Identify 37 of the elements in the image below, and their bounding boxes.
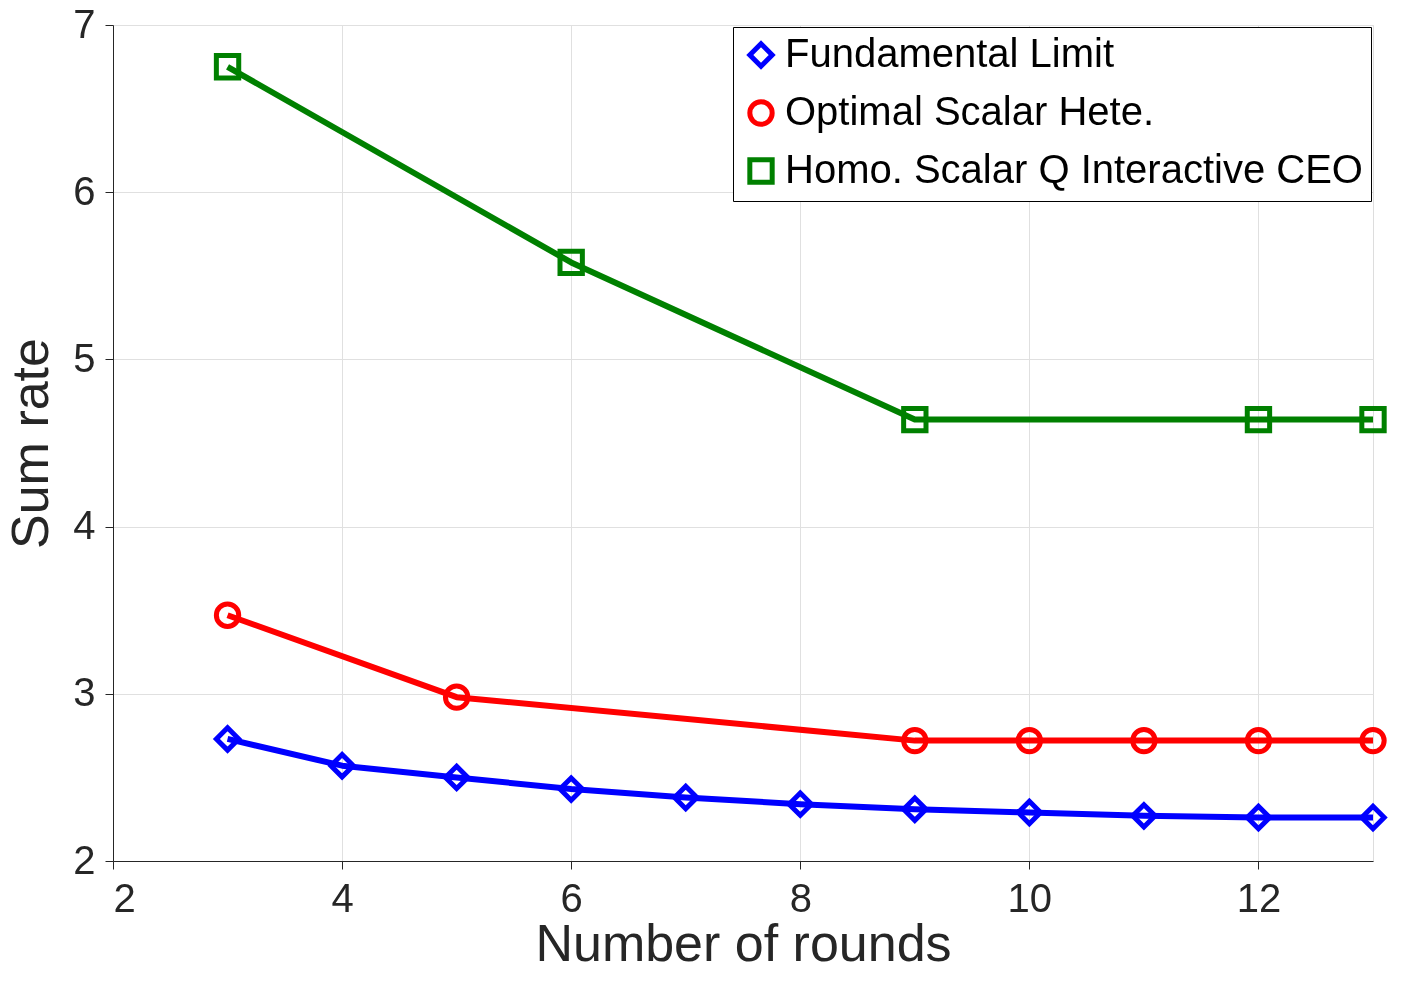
x-tick-label: 12 bbox=[1236, 875, 1282, 920]
point bbox=[328, 752, 356, 780]
y-tick-label: 5 bbox=[73, 335, 96, 380]
x-tick-label: 4 bbox=[331, 875, 354, 920]
point bbox=[213, 53, 242, 81]
point bbox=[557, 775, 585, 803]
y-axis-title: Sum rate bbox=[1, 338, 60, 549]
y-tick-label: 6 bbox=[73, 168, 96, 213]
x-tick-label: 10 bbox=[1007, 875, 1053, 920]
legend-label: Fundamental Limit bbox=[785, 31, 1115, 75]
y-tick-label: 4 bbox=[73, 503, 96, 548]
point bbox=[901, 405, 929, 434]
point bbox=[442, 683, 471, 711]
point bbox=[1130, 802, 1158, 830]
point bbox=[213, 601, 242, 629]
point bbox=[901, 795, 929, 823]
point bbox=[672, 783, 700, 812]
point bbox=[213, 725, 242, 753]
legend-label: Homo. Scalar Q Interactive CEO bbox=[785, 147, 1363, 191]
legend-label: Optimal Scalar Hete. bbox=[785, 89, 1155, 133]
y-tick-label: 7 bbox=[73, 1, 96, 46]
point bbox=[1359, 803, 1387, 832]
point bbox=[1244, 405, 1273, 434]
point bbox=[1359, 726, 1387, 755]
point bbox=[901, 726, 929, 755]
x-tick-label: 2 bbox=[113, 875, 136, 920]
point bbox=[1359, 405, 1387, 434]
point bbox=[442, 763, 471, 792]
point bbox=[557, 248, 585, 277]
point bbox=[1015, 726, 1044, 755]
y-tick-label: 3 bbox=[73, 670, 96, 715]
point bbox=[1130, 726, 1158, 755]
point bbox=[1244, 803, 1273, 832]
y-tick-label: 2 bbox=[73, 837, 96, 882]
point bbox=[1015, 798, 1044, 827]
point bbox=[786, 790, 814, 818]
point bbox=[1244, 726, 1273, 755]
